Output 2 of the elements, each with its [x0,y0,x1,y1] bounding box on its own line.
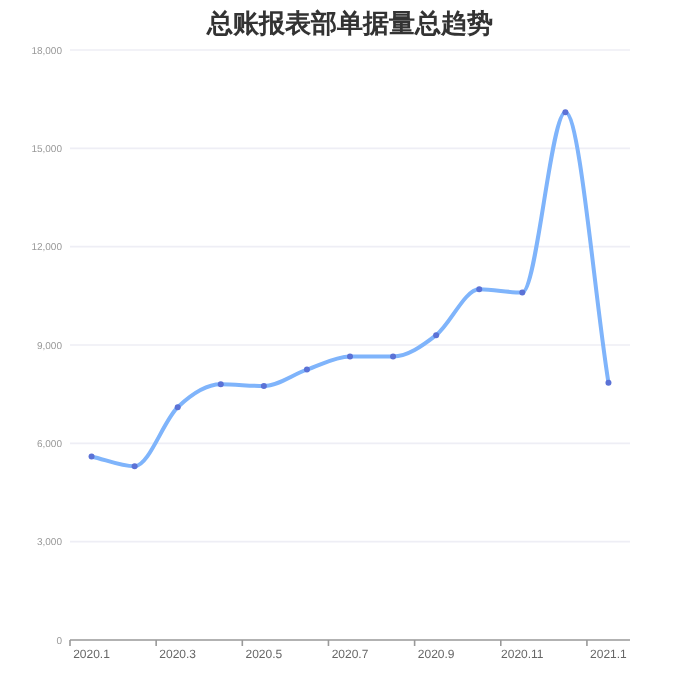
chart-title: 总账报表部单据量总趋势 [205,8,493,38]
line-series [88,109,612,470]
